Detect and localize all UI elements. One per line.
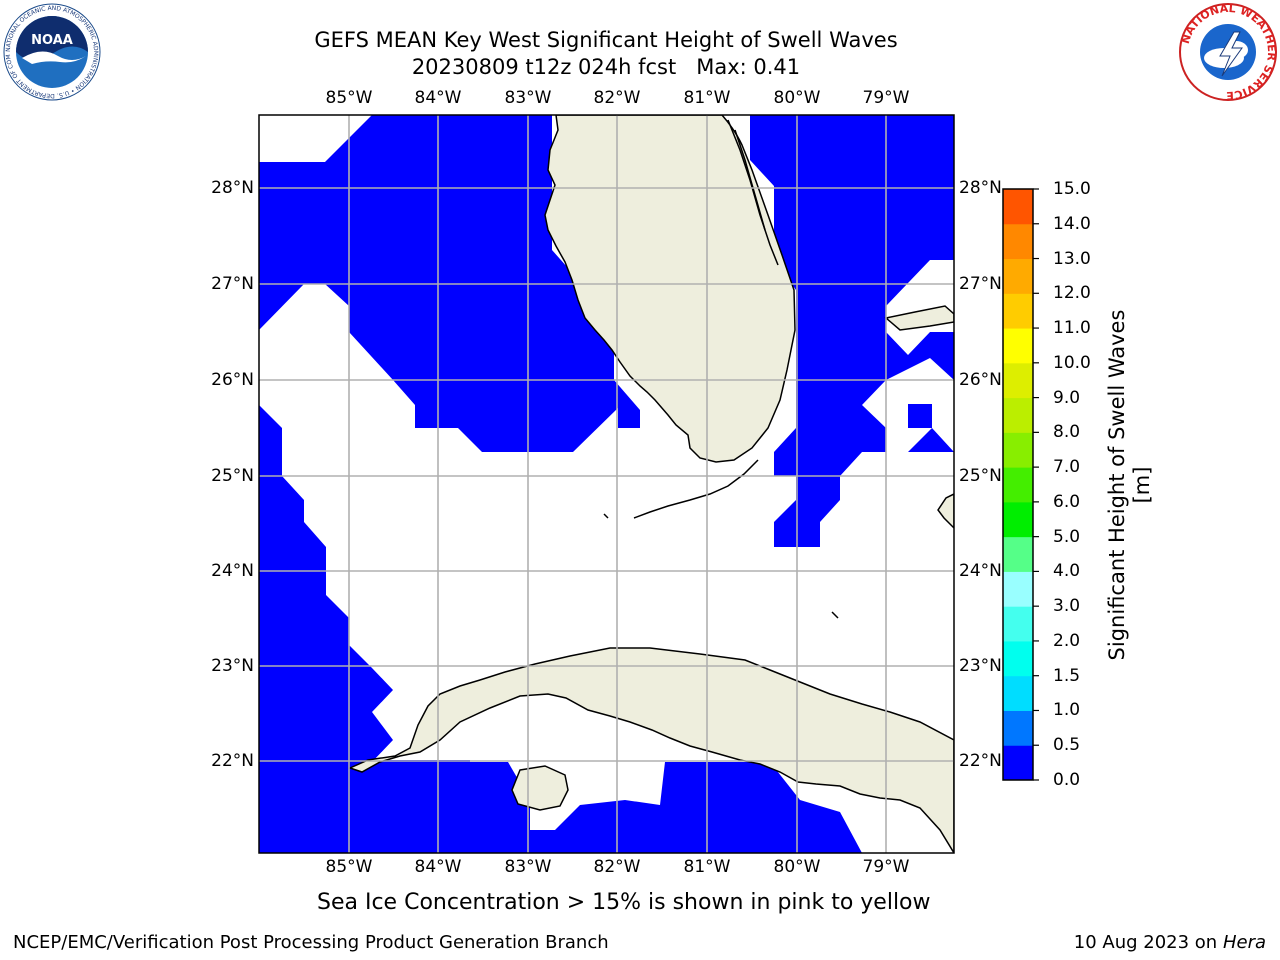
lat-tick-label-left: 25°N — [211, 466, 254, 486]
lat-tick-label-left: 23°N — [211, 656, 254, 676]
lat-tick-label-right: 22°N — [959, 751, 1002, 771]
colorbar-segment — [1003, 710, 1033, 746]
colorbar-tick-label: 15.0 — [1053, 179, 1091, 199]
colorbar-segment — [1003, 571, 1033, 607]
lon-tick-label-bottom: 80°W — [773, 857, 821, 877]
colorbar-segment — [1003, 328, 1033, 364]
bahamas-andros-land — [884, 305, 954, 331]
lon-tick-label-bottom: 85°W — [325, 857, 373, 877]
colorbar-frame — [1002, 188, 1034, 781]
lon-tick-label-bottom: 81°W — [683, 857, 731, 877]
cuba-land — [347, 647, 954, 853]
isla-juventud-land — [511, 765, 569, 811]
colorbar-tick-label: 4.0 — [1053, 561, 1081, 582]
footer-date-text: 10 Aug 2023 on — [1073, 932, 1218, 953]
lon-tick-label-top: 79°W — [862, 88, 910, 108]
lon-tick-label-top: 85°W — [325, 88, 373, 108]
lat-tick-label-left: 26°N — [211, 370, 254, 390]
svg-text:NOAA: NOAA — [31, 33, 73, 48]
colorbar-segment — [1003, 189, 1033, 225]
colorbar-segment — [1003, 536, 1033, 572]
colorbar-tick-label: 10.0 — [1053, 352, 1091, 373]
colorbar-segment — [1003, 501, 1033, 538]
colorbar-segment — [1003, 258, 1033, 294]
colorbar-tick-label: 9.0 — [1053, 387, 1081, 408]
colorbar-tick-label: 8.0 — [1053, 422, 1081, 443]
colorbar-tick-label: 3.0 — [1053, 596, 1081, 617]
lat-tick-label-left: 24°N — [211, 561, 254, 581]
colorbar-tick-label: 1.0 — [1053, 700, 1081, 721]
lon-tick-label-bottom: 84°W — [414, 857, 462, 877]
chart-title: GEFS MEAN Key West Significant Height of… — [314, 28, 898, 52]
lon-tick-label-bottom: 79°W — [862, 857, 910, 877]
swell-region-east-small — [908, 404, 954, 452]
lat-tick-label-left: 28°N — [211, 178, 254, 198]
lat-tick-label-left: 22°N — [211, 751, 254, 771]
colorbar-segment — [1003, 606, 1033, 642]
colorbar-segment — [1003, 432, 1033, 468]
lon-tick-label-top: 83°W — [504, 88, 552, 108]
colorbar-segment — [1003, 293, 1033, 329]
colorbar — [1002, 188, 1039, 781]
lat-tick-label-right: 25°N — [959, 466, 1002, 486]
lat-tick-label-right: 26°N — [959, 370, 1002, 390]
swell-region-west — [259, 405, 862, 853]
swell-region-east — [750, 115, 954, 547]
dry-tortugas — [603, 513, 609, 519]
lat-tick-label-right: 27°N — [959, 274, 1002, 294]
colorbar-tick-label: 11.0 — [1053, 318, 1091, 339]
colorbar-tick-label: 0.0 — [1053, 770, 1081, 790]
map-frame — [258, 114, 955, 854]
footer-host: Hera — [1222, 932, 1266, 953]
colorbar-tick-label: 5.0 — [1053, 526, 1081, 547]
colorbar-segment — [1003, 362, 1033, 399]
colorbar-segment — [1003, 467, 1033, 503]
footer-date: 10 Aug 2023 on Hera — [1074, 932, 1266, 953]
colorbar-tick-label: 0.5 — [1053, 735, 1081, 756]
nws-logo: NATIONAL WEATHER SERVICE — [1179, 2, 1278, 102]
colorbar-tick-label: 2.0 — [1053, 630, 1081, 651]
lon-tick-label-bottom: 82°W — [593, 857, 641, 877]
colorbar-segment — [1003, 223, 1033, 260]
lon-tick-label-top: 82°W — [593, 88, 641, 108]
colorbar-tick-label: 7.0 — [1053, 457, 1081, 478]
cay-sal — [831, 611, 839, 619]
lat-tick-label-right: 23°N — [959, 656, 1002, 676]
bahamas-south-land — [937, 493, 954, 530]
lon-tick-label-top: 84°W — [414, 88, 462, 108]
colorbar-label: Significant Height of Swell Waves [m] — [1105, 309, 1154, 661]
lat-tick-label-right: 28°N — [959, 178, 1002, 198]
colorbar-tick-label: 13.0 — [1053, 248, 1091, 269]
colorbar-segment — [1003, 397, 1033, 433]
colorbar-tick-label: 12.0 — [1053, 283, 1091, 304]
colorbar-segment — [1003, 675, 1033, 711]
land — [347, 115, 954, 853]
lon-tick-label-bottom: 83°W — [504, 857, 552, 877]
colorbar-segment — [1003, 745, 1033, 781]
colorbar-tick-label: 1.5 — [1053, 665, 1081, 686]
colorbar-tick-label: 6.0 — [1053, 491, 1081, 512]
lon-tick-label-top: 80°W — [773, 88, 821, 108]
graticule — [259, 115, 954, 853]
sea-ice-note: Sea Ice Concentration > 15% is shown in … — [317, 890, 931, 915]
lat-tick-label-right: 24°N — [959, 561, 1002, 581]
footer-branch: NCEP/EMC/Verification Post Processing Pr… — [13, 932, 609, 953]
lat-tick-label-left: 27°N — [211, 274, 254, 294]
lon-tick-label-top: 81°W — [683, 88, 731, 108]
colorbar-segment — [1003, 640, 1033, 677]
fl-east-coast-2 — [734, 129, 766, 231]
noaa-logo: NATIONAL OCEANIC AND ATMOSPHERIC ADMINIS… — [2, 2, 101, 101]
chart-subtitle: 20230809 t12z 024h fcst Max: 0.41 — [411, 55, 801, 79]
colorbar-tick-label: 14.0 — [1053, 213, 1091, 234]
